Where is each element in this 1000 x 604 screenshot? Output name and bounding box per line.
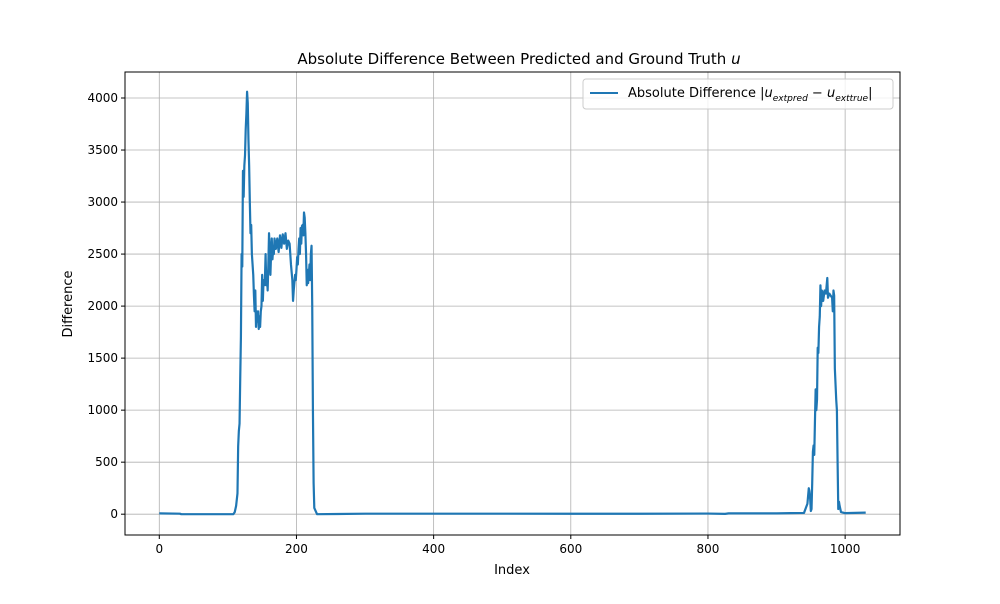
axis-ticks: 0 200 400 600 800 1000 0 500 1000 1500 2000 2500 300… xyxy=(87,91,860,556)
x-tick-label: 600 xyxy=(559,542,582,556)
y-tick-label: 4000 xyxy=(87,91,118,105)
y-tick-label: 1000 xyxy=(87,403,118,417)
x-tick-label: 400 xyxy=(422,542,445,556)
chart-title-text: Absolute Difference Between Predicted an… xyxy=(297,50,726,68)
legend-symbol-pred: u xyxy=(764,86,772,101)
y-tick-label: 500 xyxy=(95,455,118,469)
x-tick-label: 1000 xyxy=(830,542,861,556)
legend-subscript-pred: extpred xyxy=(773,94,808,104)
legend: Absolute Difference |uextpred − uexttrue… xyxy=(582,78,894,110)
plot-data xyxy=(159,90,866,516)
x-tick-label: 800 xyxy=(697,542,720,556)
legend-minus-sign: − xyxy=(808,86,827,101)
y-tick-label: 1500 xyxy=(87,351,118,365)
legend-frame xyxy=(582,78,894,110)
plot-frame xyxy=(124,71,901,536)
y-tick-label: 2000 xyxy=(87,299,118,313)
y-tick-label: 2500 xyxy=(87,247,118,261)
grid-lines xyxy=(125,72,900,535)
legend-label-prefix: Absolute Difference | xyxy=(628,86,764,101)
legend-symbol-true: u xyxy=(827,86,835,101)
y-tick-label: 3000 xyxy=(87,195,118,209)
legend-label: Absolute Difference |uextpred − uexttrue… xyxy=(628,86,872,104)
y-axis-label: Difference xyxy=(61,270,76,337)
x-tick-label: 0 xyxy=(155,542,163,556)
series-line-0 xyxy=(159,90,866,516)
legend-label-suffix: | xyxy=(868,86,872,101)
x-tick-label: 200 xyxy=(285,542,308,556)
y-tick-label: 0 xyxy=(110,507,118,521)
x-axis-label: Index xyxy=(494,563,530,578)
y-tick-label: 3500 xyxy=(87,143,118,157)
legend-subscript-true: exttrue xyxy=(835,94,868,104)
chart-title-symbol: u xyxy=(731,50,741,68)
chart-title: Absolute Difference Between Predicted an… xyxy=(297,50,740,68)
